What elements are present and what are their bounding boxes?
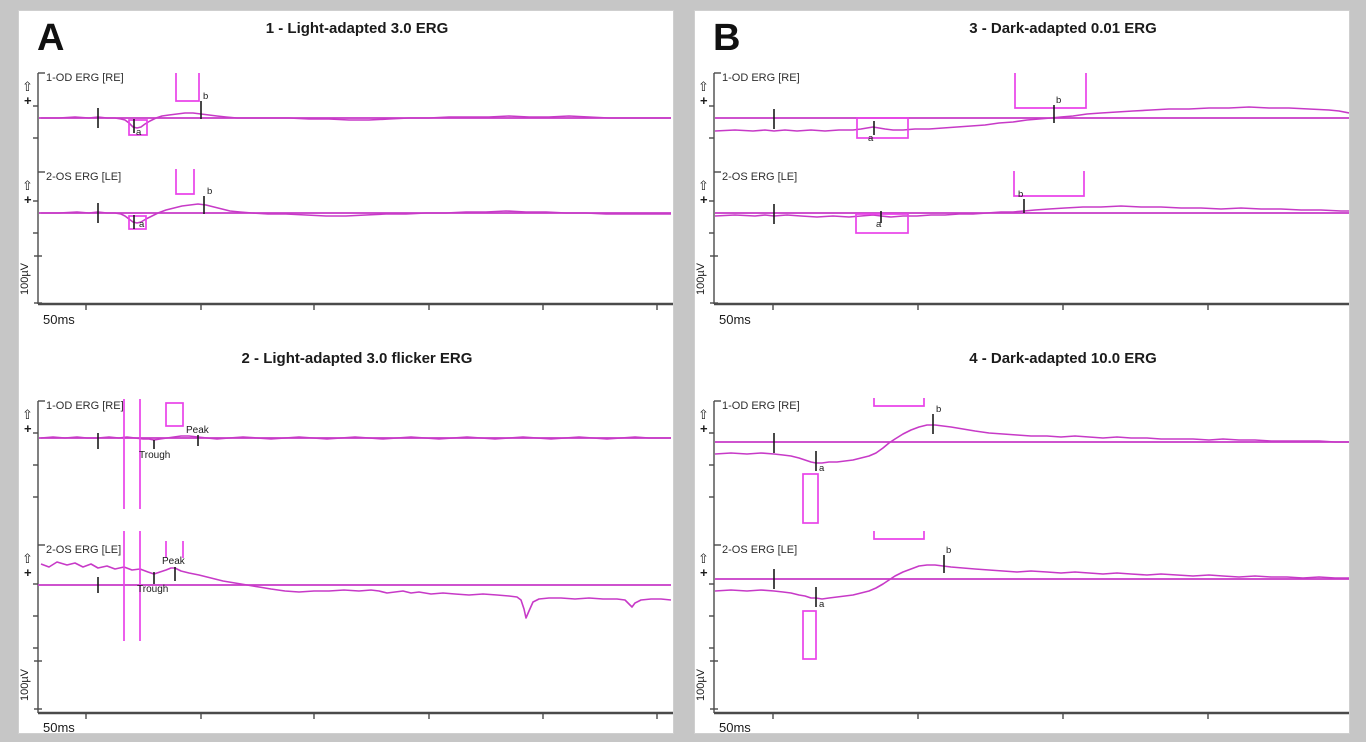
plus-icon: + bbox=[700, 565, 708, 580]
chart-title: 3 - Dark-adapted 0.01 ERG bbox=[969, 20, 1157, 37]
time-scale-label: 50ms bbox=[719, 720, 751, 733]
erg-chart-4: 4 - Dark-adapted 10.0 ERG 100µV 50ms 1-OD E… bbox=[695, 350, 1349, 733]
annotation-label: Trough bbox=[139, 450, 170, 461]
marker-label: a bbox=[136, 127, 142, 138]
marker-label: b bbox=[936, 404, 941, 415]
erg-waveform-trace bbox=[714, 106, 1349, 132]
plus-icon: + bbox=[700, 93, 708, 108]
amplitude-scale-label: 100µV bbox=[695, 668, 707, 701]
time-scale-label: 50ms bbox=[43, 720, 75, 733]
erg-chart-3: 3 - Dark-adapted 0.01 ERG 100µV 50ms 1-OD E… bbox=[695, 20, 1349, 327]
trace-label: 2-OS ERG [LE] bbox=[722, 544, 797, 556]
erg-chart-1: 1 - Light-adapted 3.0 ERG 100µV 50ms 1-OD E… bbox=[19, 20, 673, 327]
time-scale-label: 50ms bbox=[719, 312, 751, 327]
marker-label: b bbox=[1018, 189, 1023, 200]
trace-label: 1-OD ERG [RE] bbox=[722, 400, 800, 412]
panel-b-bottom-chart-slot: 4 - Dark-adapted 10.0 ERG 100µV 50ms 1-OD E… bbox=[695, 341, 1349, 733]
cursor-box bbox=[165, 402, 184, 427]
panel-b: B 3 - Dark-adapted 0.01 ERG 100µV 50ms 1-OD… bbox=[694, 10, 1350, 734]
cursor-box bbox=[128, 119, 148, 136]
erg-waveform-trace bbox=[41, 203, 671, 224]
amplitude-scale-label: 100µV bbox=[19, 262, 31, 295]
time-scale-label: 50ms bbox=[43, 312, 75, 327]
cursor-box bbox=[802, 610, 817, 660]
erg-waveform-trace bbox=[40, 561, 672, 619]
plus-icon: + bbox=[700, 421, 708, 436]
trace-label: 1-OD ERG [RE] bbox=[722, 72, 800, 84]
erg-chart-2: 2 - Light-adapted 3.0 flicker ERG 100µV 50… bbox=[19, 350, 673, 733]
up-arrow-icon: ⇧ bbox=[22, 79, 33, 94]
cursor-box bbox=[802, 473, 819, 524]
cursor-box bbox=[856, 117, 909, 139]
panel-a-label: A bbox=[37, 17, 65, 59]
marker-label: b bbox=[946, 545, 951, 556]
cursor-bracket bbox=[873, 531, 925, 540]
panel-a-bottom-chart-slot: 2 - Light-adapted 3.0 flicker ERG 100µV 50… bbox=[19, 341, 673, 733]
cursor-bracket bbox=[873, 398, 925, 407]
plus-icon: + bbox=[700, 192, 708, 207]
amplitude-scale-label: 100µV bbox=[695, 262, 707, 295]
amplitude-scale-label: 100µV bbox=[19, 668, 31, 701]
chart-title: 2 - Light-adapted 3.0 flicker ERG bbox=[242, 350, 473, 367]
marker-label: a bbox=[819, 463, 825, 474]
erg-waveform-trace bbox=[714, 424, 1349, 464]
plus-icon: + bbox=[24, 565, 32, 580]
up-arrow-icon: ⇧ bbox=[698, 178, 709, 193]
cursor-box bbox=[855, 213, 909, 234]
cursor-bracket bbox=[1014, 73, 1087, 109]
up-arrow-icon: ⇧ bbox=[22, 551, 33, 566]
marker-label: a bbox=[139, 219, 145, 230]
trace-label: 2-OS ERG [LE] bbox=[46, 544, 121, 556]
panel-b-top-chart-slot: 3 - Dark-adapted 0.01 ERG 100µV 50ms 1-OD E… bbox=[695, 11, 1349, 341]
cursor-bracket bbox=[175, 169, 195, 195]
marker-label: a bbox=[819, 599, 825, 610]
annotation-label: Peak bbox=[186, 425, 210, 436]
panel-a: A 1 - Light-adapted 3.0 ERG 100µV 50ms 1-OD… bbox=[18, 10, 674, 734]
chart-title: 1 - Light-adapted 3.0 ERG bbox=[266, 20, 449, 37]
marker-label: b bbox=[207, 186, 212, 197]
cursor-box bbox=[128, 215, 147, 230]
panel-b-label: B bbox=[713, 17, 741, 59]
trace-label: 2-OS ERG [LE] bbox=[722, 171, 797, 183]
erg-waveform-trace bbox=[40, 435, 671, 441]
up-arrow-icon: ⇧ bbox=[698, 79, 709, 94]
annotation-label: Trough bbox=[137, 584, 168, 595]
plus-icon: + bbox=[24, 93, 32, 108]
marker-label: a bbox=[876, 219, 882, 230]
trace-label: 1-OD ERG [RE] bbox=[46, 400, 124, 412]
trace-label: 1-OD ERG [RE] bbox=[46, 72, 124, 84]
plus-icon: + bbox=[24, 192, 32, 207]
marker-label: b bbox=[1056, 95, 1061, 106]
trace-label: 2-OS ERG [LE] bbox=[46, 171, 121, 183]
cursor-bracket bbox=[175, 73, 200, 102]
marker-label: a bbox=[868, 133, 874, 144]
up-arrow-icon: ⇧ bbox=[698, 407, 709, 422]
plus-icon: + bbox=[24, 421, 32, 436]
up-arrow-icon: ⇧ bbox=[22, 178, 33, 193]
cursor-bracket bbox=[1013, 171, 1085, 197]
up-arrow-icon: ⇧ bbox=[698, 551, 709, 566]
erg-waveform-trace bbox=[714, 564, 1349, 600]
erg-waveform-trace bbox=[41, 112, 671, 129]
annotation-label: Peak bbox=[162, 556, 186, 567]
erg-waveform-trace bbox=[714, 205, 1349, 218]
chart-title: 4 - Dark-adapted 10.0 ERG bbox=[969, 350, 1157, 367]
up-arrow-icon: ⇧ bbox=[22, 407, 33, 422]
panel-a-top-chart-slot: 1 - Light-adapted 3.0 ERG 100µV 50ms 1-OD E… bbox=[19, 11, 673, 341]
marker-label: b bbox=[203, 91, 208, 102]
